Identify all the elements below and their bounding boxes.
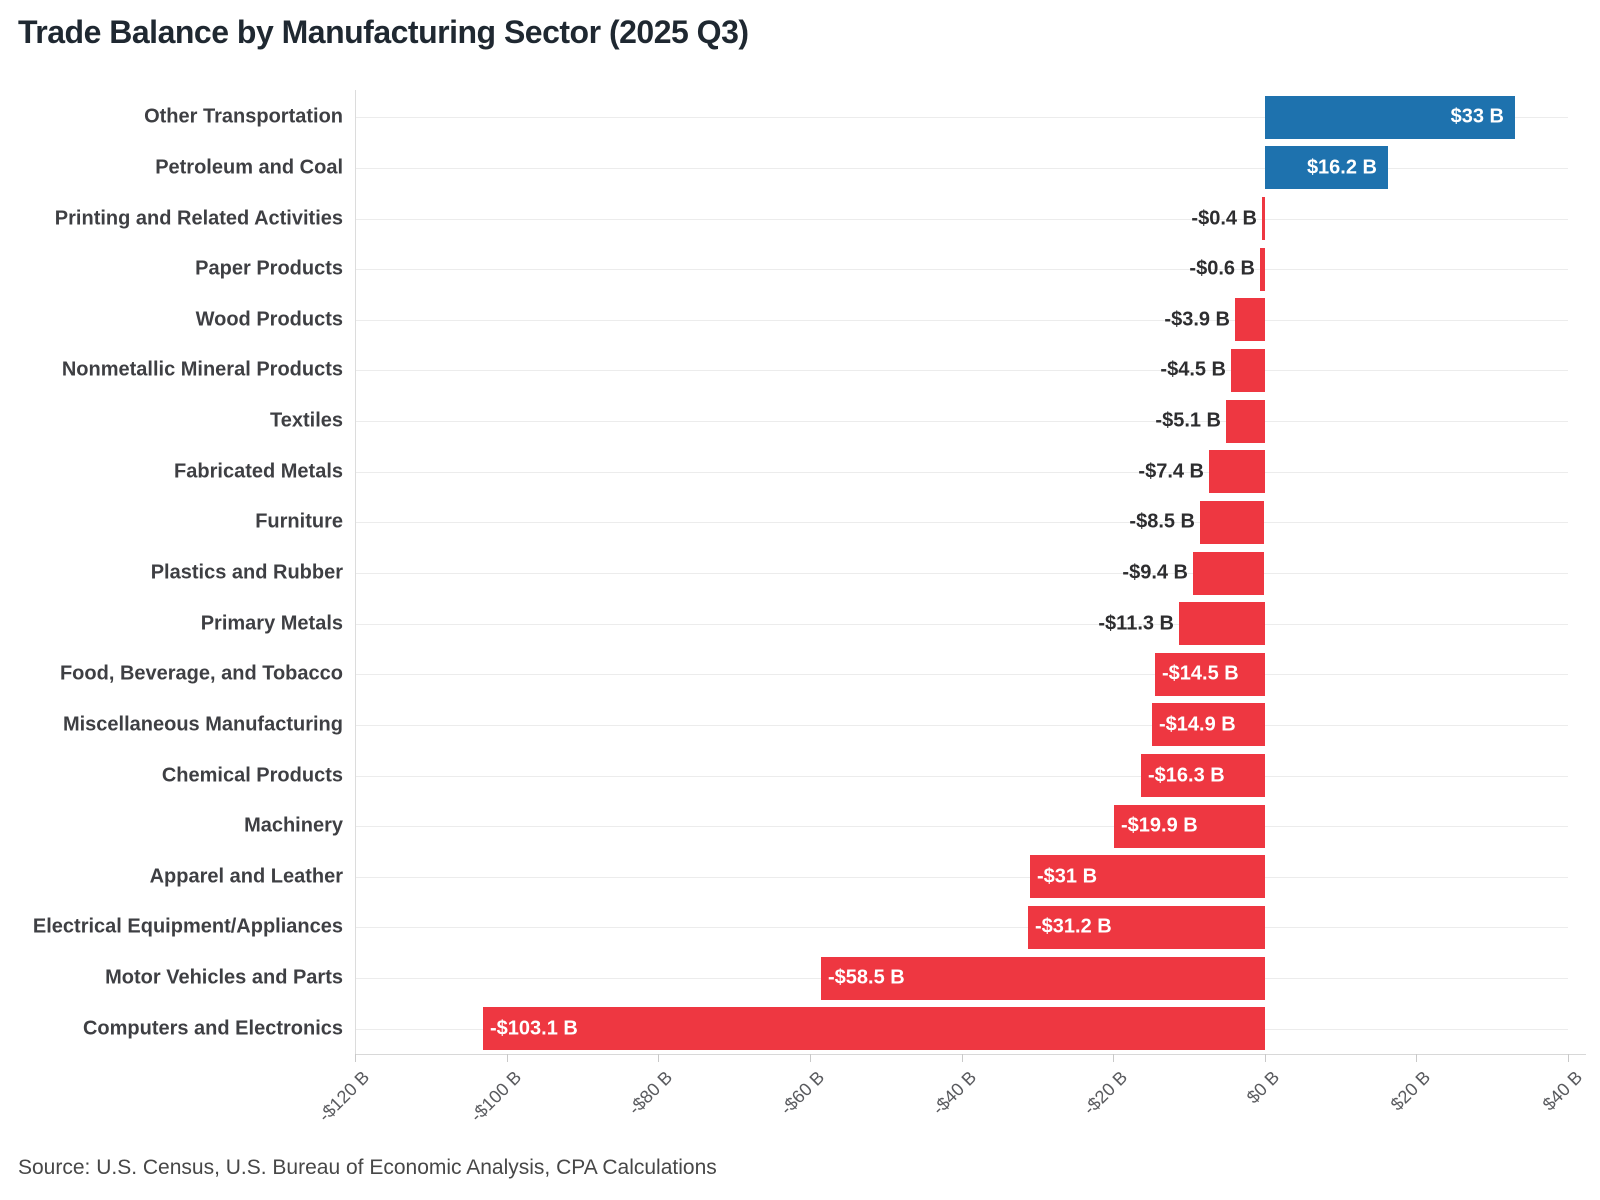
x-tick-mark [962, 1054, 963, 1062]
value-label: -$16.3 B [1148, 764, 1225, 787]
row-gridline [355, 269, 1568, 270]
category-label: Chemical Products [161, 764, 343, 787]
row-gridline [355, 674, 1568, 675]
row-gridline [355, 624, 1568, 625]
value-label: -$0.4 B [1191, 207, 1257, 230]
x-tick-mark [1113, 1054, 1114, 1062]
category-label: Computers and Electronics [82, 1017, 343, 1040]
row-gridline [355, 370, 1568, 371]
y-axis-line [355, 90, 356, 1054]
row-gridline [355, 117, 1568, 118]
value-label: -$5.1 B [1155, 409, 1221, 432]
value-label: -$11.3 B [1098, 612, 1174, 635]
value-label: $16.2 B [1306, 156, 1377, 179]
value-label: -$0.6 B [1189, 257, 1255, 280]
x-tick-label: -$100 B [466, 1067, 526, 1126]
x-tick-mark [1265, 1054, 1266, 1062]
x-tick-mark [507, 1054, 508, 1062]
category-label: Electrical Equipment/Appliances [32, 915, 343, 938]
category-label: Wood Products [195, 308, 343, 331]
negative-bar [1141, 754, 1265, 797]
value-label: -$9.4 B [1122, 561, 1188, 584]
value-label: -$31.2 B [1035, 915, 1112, 938]
category-label: Other Transportation [144, 105, 343, 128]
x-tick-label: -$40 B [928, 1067, 981, 1119]
x-tick-mark [658, 1054, 659, 1062]
category-label: Motor Vehicles and Parts [105, 966, 343, 989]
category-label: Textiles [270, 409, 343, 432]
row-gridline [355, 877, 1568, 878]
category-label: Printing and Related Activities [54, 207, 343, 230]
negative-bar [1226, 400, 1265, 443]
negative-bar [1179, 602, 1265, 645]
row-gridline [355, 927, 1568, 928]
row-gridline [355, 320, 1568, 321]
category-label: Primary Metals [200, 612, 343, 635]
row-gridline [355, 219, 1568, 220]
category-label: Fabricated Metals [174, 460, 343, 483]
row-gridline [355, 421, 1568, 422]
x-tick-mark [1568, 1054, 1569, 1062]
row-gridline [355, 573, 1568, 574]
category-label: Nonmetallic Mineral Products [61, 358, 343, 381]
source-note: Source: U.S. Census, U.S. Bureau of Econ… [18, 1156, 717, 1179]
x-tick-label: $0 B [1242, 1067, 1284, 1108]
x-tick-label: -$80 B [624, 1067, 677, 1119]
negative-bar [1209, 450, 1265, 493]
x-tick-mark [355, 1054, 356, 1062]
row-gridline [355, 826, 1568, 827]
value-label: -$4.5 B [1160, 358, 1226, 381]
negative-bar [1231, 349, 1265, 392]
category-label: Plastics and Rubber [150, 561, 343, 584]
negative-bar [1152, 703, 1265, 746]
category-label: Furniture [255, 510, 343, 533]
x-tick-mark [810, 1054, 811, 1062]
negative-bar [1235, 298, 1265, 341]
row-gridline [355, 472, 1568, 473]
negative-bar [1200, 501, 1264, 544]
value-label: -$8.5 B [1129, 510, 1195, 533]
negative-bar [1262, 197, 1265, 240]
x-tick-label: $40 B [1538, 1067, 1587, 1115]
x-tick-label: -$20 B [1079, 1067, 1132, 1119]
category-label: Food, Beverage, and Tobacco [59, 662, 343, 685]
row-gridline [355, 725, 1568, 726]
category-label: Apparel and Leather [149, 865, 343, 888]
value-label: -$103.1 B [490, 1017, 578, 1040]
negative-bar [1114, 805, 1265, 848]
category-label: Miscellaneous Manufacturing [62, 713, 343, 736]
negative-bar [1193, 552, 1264, 595]
value-label: -$14.5 B [1162, 662, 1239, 685]
value-label: $33 B [1450, 105, 1504, 128]
value-label: -$31 B [1037, 865, 1098, 888]
x-tick-label: -$60 B [776, 1067, 829, 1119]
row-gridline [355, 168, 1568, 169]
row-gridline [355, 776, 1568, 777]
value-label: -$14.9 B [1159, 713, 1236, 736]
negative-bar [1155, 653, 1265, 696]
negative-bar [821, 957, 1265, 1000]
category-label: Petroleum and Coal [155, 156, 343, 179]
x-axis-line [355, 1054, 1586, 1055]
x-tick-label: -$120 B [314, 1067, 374, 1126]
negative-bar [1030, 855, 1265, 898]
negative-bar [483, 1007, 1265, 1050]
x-tick-mark [1416, 1054, 1417, 1062]
value-label: -$7.4 B [1138, 460, 1204, 483]
value-label: -$58.5 B [828, 966, 905, 989]
chart-title: Trade Balance by Manufacturing Sector (2… [18, 14, 749, 50]
positive-bar [1265, 96, 1515, 139]
category-label: Machinery [244, 814, 343, 837]
row-gridline [355, 522, 1568, 523]
category-label: Paper Products [195, 257, 343, 280]
negative-bar [1260, 248, 1265, 291]
negative-bar [1028, 906, 1265, 949]
x-tick-label: $20 B [1386, 1067, 1435, 1115]
value-label: -$3.9 B [1164, 308, 1230, 331]
positive-bar [1265, 146, 1388, 189]
value-label: -$19.9 B [1121, 814, 1198, 837]
